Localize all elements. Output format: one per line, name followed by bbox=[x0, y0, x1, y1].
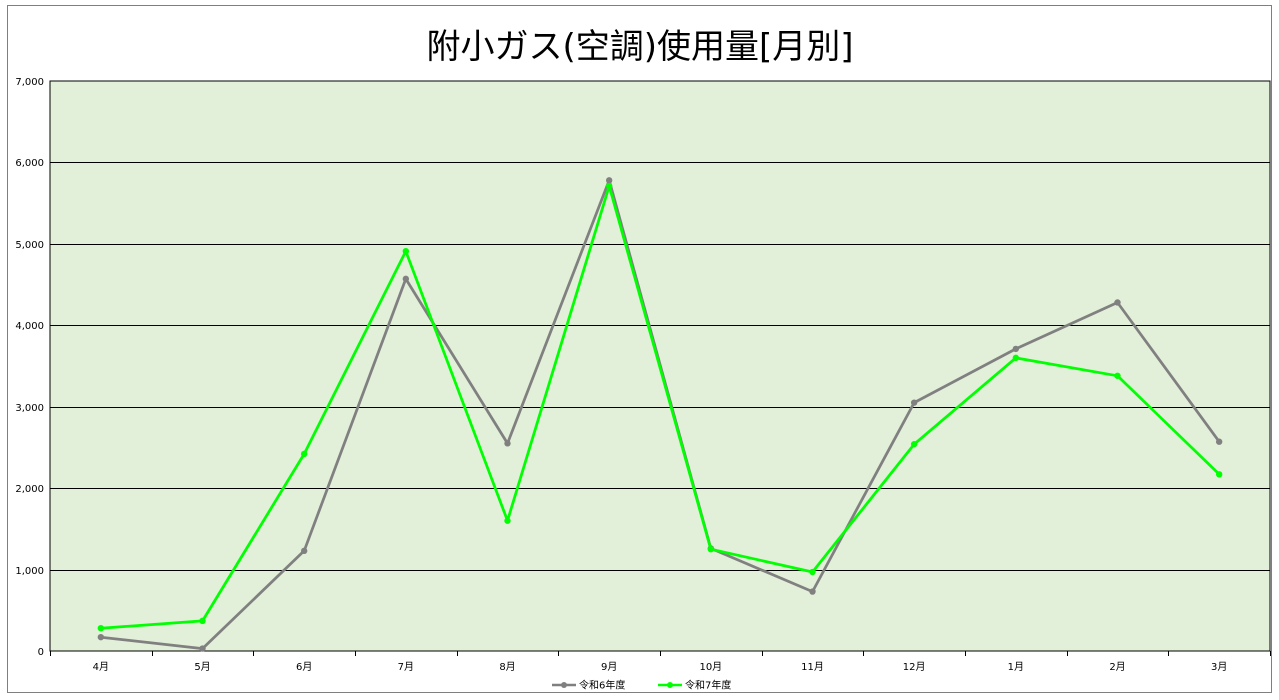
gridlines bbox=[50, 162, 1270, 571]
data-point bbox=[910, 440, 918, 448]
y-tick-label: 2,000 bbox=[15, 484, 44, 495]
data-point bbox=[1215, 471, 1223, 478]
x-tick-label: 9月 bbox=[601, 661, 617, 673]
data-point bbox=[910, 399, 918, 406]
series-lines bbox=[97, 177, 1223, 652]
data-point bbox=[402, 247, 410, 255]
x-axis-tick-labels: 4月 5月 6月 7月 8月 9月 10月 11月 12月 1月 2月 3月 bbox=[93, 661, 1228, 673]
data-point bbox=[605, 177, 613, 184]
legend-label: 令和6年度 bbox=[579, 679, 625, 692]
x-tick-label: 11月 bbox=[801, 661, 824, 673]
data-point bbox=[809, 568, 816, 576]
x-tick-label: 12月 bbox=[903, 661, 926, 673]
data-point bbox=[97, 633, 105, 641]
y-tick-label: 0 bbox=[38, 647, 44, 658]
y-tick-label: 6,000 bbox=[15, 158, 44, 169]
x-tick-label: 5月 bbox=[194, 661, 210, 673]
legend-swatch-marker bbox=[561, 682, 567, 688]
data-point bbox=[199, 617, 206, 625]
data-point bbox=[504, 440, 511, 447]
chart-frame: 附小ガス(空調)使用量[月別] 0 1,000 2,000 3,000 4,000 5,0… bbox=[7, 5, 1272, 693]
x-tick-label: 7月 bbox=[398, 661, 414, 673]
data-point bbox=[707, 546, 715, 553]
x-tick-label: 1月 bbox=[1008, 661, 1024, 673]
y-tick-label: 1,000 bbox=[15, 566, 44, 577]
data-point bbox=[1215, 438, 1223, 445]
data-point bbox=[199, 645, 206, 652]
legend: 令和6年度 令和7年度 bbox=[552, 679, 731, 692]
x-tick-label: 2月 bbox=[1109, 661, 1125, 673]
legend-swatch-marker bbox=[667, 682, 673, 688]
line-chart: 附小ガス(空調)使用量[月別] 0 1,000 2,000 3,000 4,000 5,0… bbox=[15, 27, 1271, 692]
x-tick-label: 10月 bbox=[699, 661, 722, 673]
data-point bbox=[504, 517, 511, 524]
legend-item: 令和7年度 bbox=[658, 679, 731, 692]
x-tick-label: 8月 bbox=[499, 661, 515, 673]
data-point bbox=[1114, 299, 1121, 306]
series-line bbox=[100, 184, 1221, 630]
data-point bbox=[300, 450, 308, 458]
y-tick-label: 5,000 bbox=[15, 240, 44, 251]
data-point bbox=[1114, 372, 1121, 379]
legend-label: 令和7年度 bbox=[685, 679, 731, 692]
y-tick-label: 3,000 bbox=[15, 403, 44, 414]
data-point bbox=[402, 275, 410, 283]
data-point bbox=[809, 588, 816, 595]
chart-title: 附小ガス(空調)使用量[月別] bbox=[426, 27, 853, 67]
data-point bbox=[1012, 345, 1020, 353]
data-point bbox=[605, 182, 613, 190]
y-axis-tick-labels: 0 1,000 2,000 3,000 4,000 5,000 6,000 7,000 bbox=[15, 77, 44, 658]
x-axis-ticks bbox=[50, 651, 1271, 656]
data-point bbox=[300, 547, 308, 555]
legend-item: 令和6年度 bbox=[552, 679, 625, 692]
x-tick-label: 4月 bbox=[93, 661, 109, 673]
x-tick-label: 6月 bbox=[296, 661, 312, 673]
series-2 bbox=[97, 182, 1223, 632]
y-tick-label: 7,000 bbox=[15, 77, 44, 88]
y-tick-label: 4,000 bbox=[15, 321, 44, 332]
x-tick-label: 3月 bbox=[1211, 661, 1227, 673]
data-point bbox=[1012, 354, 1020, 362]
data-point bbox=[97, 625, 105, 632]
